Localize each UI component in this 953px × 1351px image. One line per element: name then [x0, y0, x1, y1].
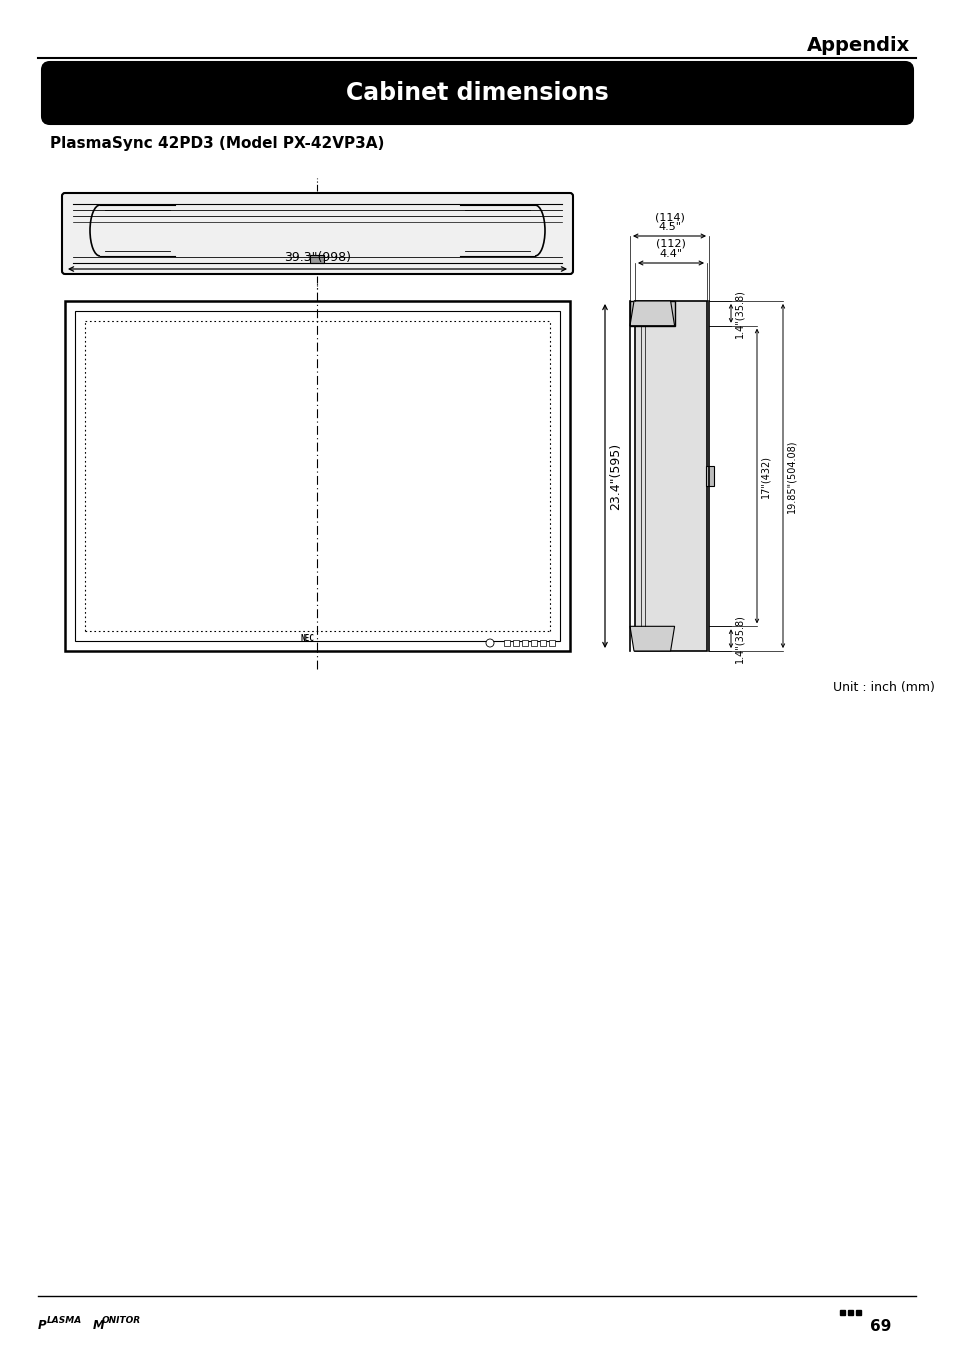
- Text: 1.4"(35.8): 1.4"(35.8): [733, 289, 743, 338]
- Polygon shape: [629, 627, 674, 651]
- Text: LASMA: LASMA: [47, 1316, 82, 1325]
- Bar: [840, 1310, 844, 1315]
- Bar: [521, 640, 527, 646]
- Text: 69: 69: [869, 1319, 890, 1333]
- Bar: [855, 1310, 861, 1315]
- Text: Cabinet dimensions: Cabinet dimensions: [346, 81, 608, 105]
- FancyBboxPatch shape: [42, 62, 912, 124]
- Bar: [705, 466, 713, 486]
- Text: 19.85"(504.08): 19.85"(504.08): [785, 439, 795, 513]
- Bar: [539, 640, 545, 646]
- Bar: [310, 255, 324, 263]
- Bar: [65, 301, 569, 651]
- Text: Unit : inch (mm): Unit : inch (mm): [832, 681, 934, 694]
- Text: P: P: [38, 1319, 47, 1332]
- Text: 1.4"(35.8): 1.4"(35.8): [733, 615, 743, 663]
- Bar: [75, 311, 559, 640]
- Text: 4.4": 4.4": [659, 249, 681, 259]
- Bar: [503, 640, 510, 646]
- Text: (114): (114): [654, 212, 683, 222]
- Text: Appendix: Appendix: [806, 36, 909, 55]
- Bar: [531, 640, 537, 646]
- Text: 39.3"(998): 39.3"(998): [284, 251, 351, 263]
- Bar: [629, 301, 674, 326]
- Text: NEC: NEC: [300, 634, 314, 643]
- Bar: [513, 640, 518, 646]
- Text: 4.5": 4.5": [658, 222, 680, 232]
- Circle shape: [485, 639, 494, 647]
- Text: (112): (112): [656, 239, 685, 249]
- Text: 17"(432): 17"(432): [760, 454, 769, 497]
- Bar: [548, 640, 555, 646]
- Text: M: M: [92, 1319, 105, 1332]
- Polygon shape: [629, 301, 674, 326]
- Bar: [847, 1310, 852, 1315]
- FancyBboxPatch shape: [62, 193, 573, 274]
- Text: 23.4"(595): 23.4"(595): [608, 442, 621, 509]
- Text: ONITOR: ONITOR: [102, 1316, 141, 1325]
- Text: PlasmaSync 42PD3 (Model PX-42VP3A): PlasmaSync 42PD3 (Model PX-42VP3A): [50, 136, 384, 151]
- Bar: [635, 301, 706, 651]
